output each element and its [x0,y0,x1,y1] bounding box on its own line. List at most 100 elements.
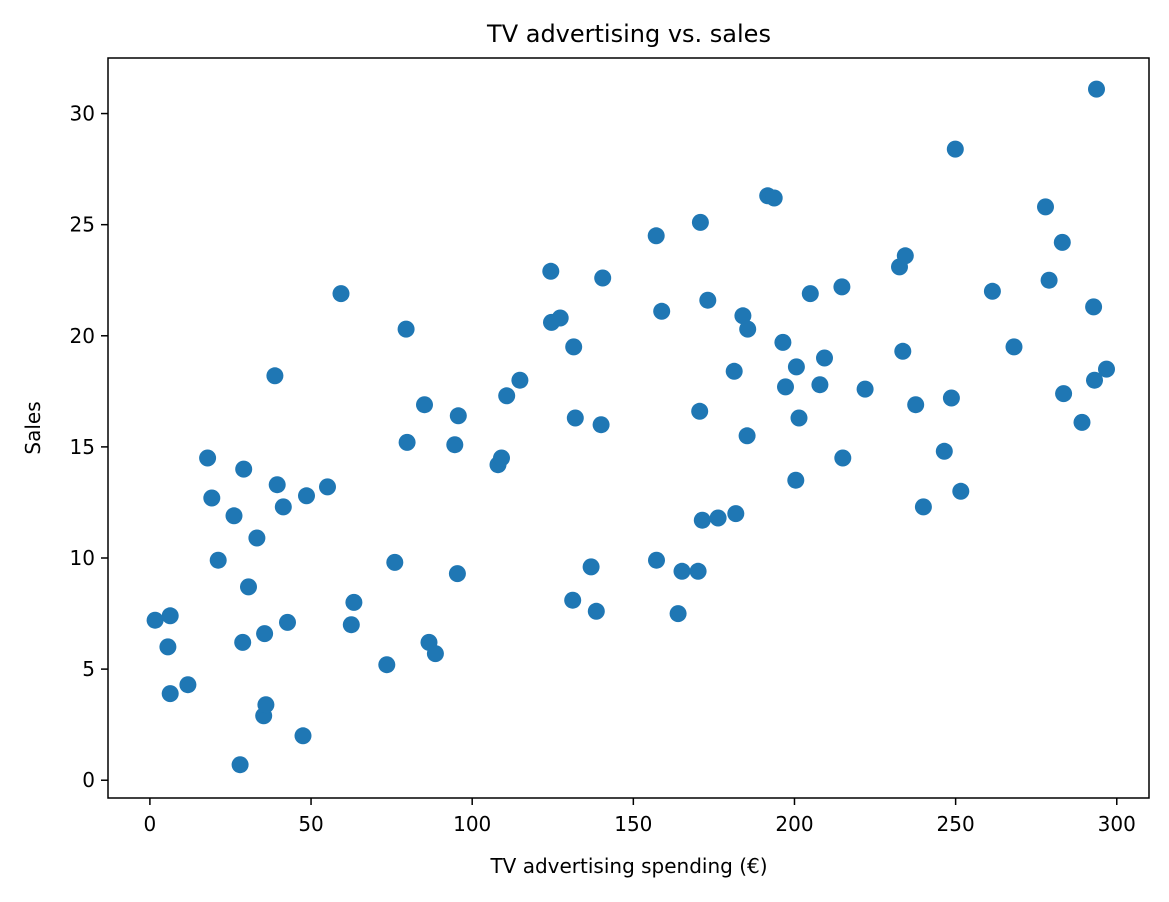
data-point-41 [542,262,560,280]
data-point-45 [565,338,583,356]
points-layer [146,80,1115,774]
data-point-58 [691,213,709,231]
data-point-35 [448,565,466,583]
y-tick-label: 25 [70,213,95,237]
x-tick-label: 50 [298,812,323,836]
data-point-40 [511,371,529,389]
data-point-21 [294,727,312,745]
data-point-1 [159,638,177,656]
data-point-24 [332,285,350,303]
data-point-34 [446,436,464,454]
x-tick-label: 250 [937,812,975,836]
data-point-22 [298,487,315,505]
data-point-38 [493,449,510,467]
data-point-52 [648,551,665,569]
data-point-56 [689,562,707,580]
data-point-81 [894,342,912,360]
data-point-28 [386,553,404,571]
data-point-68 [765,189,783,207]
data-point-59 [693,511,711,529]
data-point-75 [811,376,829,394]
data-point-18 [268,476,286,494]
data-point-8 [225,507,243,525]
data-point-54 [669,605,687,623]
data-point-47 [582,558,600,576]
data-point-51 [647,227,665,245]
data-point-88 [952,482,970,500]
data-point-26 [345,593,363,611]
data-point-49 [592,416,610,434]
y-tick-label: 15 [70,435,95,459]
data-point-4 [179,676,197,694]
x-tick-label: 100 [453,812,491,836]
data-point-10 [234,633,252,651]
data-point-53 [653,302,671,320]
data-point-98 [1088,80,1105,98]
data-point-63 [727,505,745,523]
data-point-74 [801,285,819,303]
data-point-86 [942,389,960,407]
data-point-66 [739,320,757,338]
data-point-77 [833,278,851,296]
x-axis: 0 50 100 150 200 250 300 [144,798,1136,836]
data-point-71 [787,471,805,489]
data-point-31 [416,396,433,414]
x-tick-label: 0 [144,812,157,836]
data-point-23 [319,478,336,496]
data-point-94 [1055,385,1073,403]
data-point-12 [240,578,257,596]
data-point-82 [896,247,914,265]
data-point-0 [146,611,164,629]
data-point-11 [235,460,253,478]
x-tick-label: 200 [775,812,813,836]
data-point-96 [1085,298,1103,316]
data-point-16 [257,696,275,714]
data-point-60 [699,291,717,309]
data-point-89 [983,282,1001,300]
data-point-87 [946,140,964,158]
data-point-92 [1040,271,1058,289]
y-tick-label: 5 [82,657,95,681]
y-tick-label: 10 [70,546,95,570]
data-point-85 [935,442,953,460]
plot-frame [107,57,1150,799]
x-axis-label: TV advertising spending (€) [489,854,767,878]
y-axis: 0 5 10 15 20 25 30 [70,102,108,792]
data-point-20 [279,613,296,631]
data-point-36 [449,407,467,425]
data-point-29 [397,320,415,338]
y-axis-label: Sales [21,401,45,454]
data-point-48 [587,602,605,620]
data-point-69 [774,333,792,351]
data-point-44 [564,591,582,609]
data-point-19 [274,498,292,516]
chart-title: TV advertising vs. sales [486,20,771,48]
data-point-17 [266,367,284,385]
data-point-62 [725,362,743,380]
data-point-61 [709,509,727,527]
data-point-72 [787,358,805,376]
y-tick-label: 20 [70,324,95,348]
data-point-30 [398,433,416,451]
data-point-9 [231,756,249,774]
data-point-6 [203,489,221,507]
data-point-84 [914,498,932,516]
data-point-39 [498,387,516,405]
data-point-70 [777,378,794,396]
data-point-73 [790,409,808,427]
y-tick-label: 0 [82,768,95,792]
data-point-90 [1005,338,1023,356]
data-point-93 [1053,233,1071,251]
y-tick-label: 30 [70,102,95,126]
data-point-55 [673,562,691,580]
data-point-64 [734,307,752,325]
data-point-97 [1086,371,1103,389]
data-point-78 [834,449,852,467]
data-point-79 [856,380,874,398]
x-tick-label: 300 [1098,812,1136,836]
data-point-5 [199,449,217,467]
data-point-27 [378,656,396,674]
data-point-99 [1098,360,1115,378]
